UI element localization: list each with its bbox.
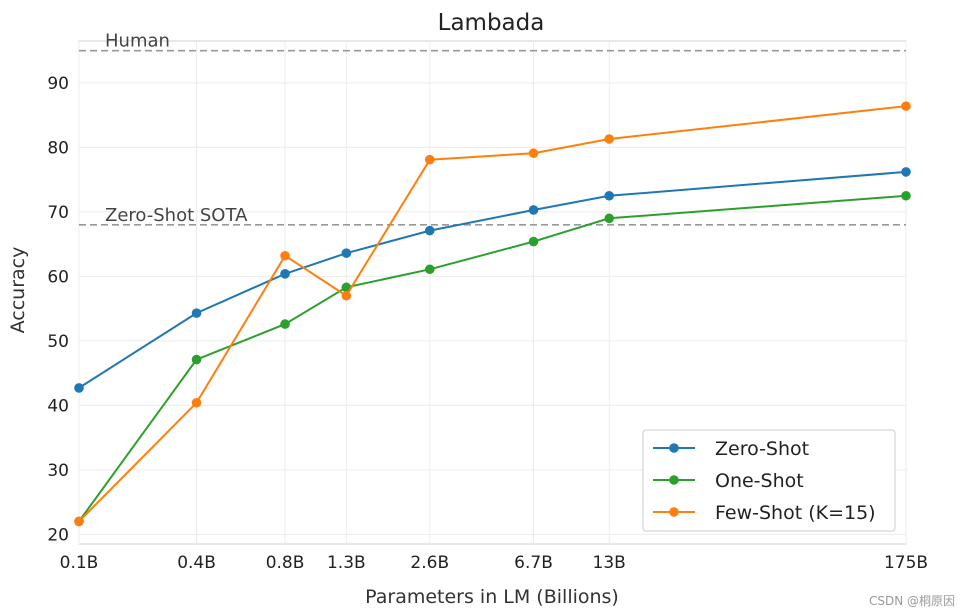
data-point: [901, 190, 911, 201]
data-point: [424, 264, 435, 275]
data-point: [528, 236, 539, 247]
data-point: [604, 190, 615, 201]
y-tick-label: 80: [47, 138, 69, 158]
legend-swatch-marker: [669, 507, 679, 517]
series-group: [74, 101, 911, 527]
series: [74, 101, 911, 527]
y-tick-label: 90: [47, 74, 69, 94]
y-tick-label: 40: [47, 396, 69, 416]
data-point: [341, 282, 352, 293]
data-point: [901, 101, 911, 111]
y-tick-label: 60: [47, 267, 69, 287]
series-line: [78, 194, 907, 522]
legend: Zero-Shot One-Shot Few-Shot (K=15): [642, 429, 896, 532]
data-point: [528, 148, 539, 159]
x-tick-label: 175B: [884, 553, 928, 573]
axes: 20 30 40 50 60 70 80 90 0.1B 0.4B 0.8B 1.3B 2.6B 6.7B…: [47, 74, 928, 573]
data-point: [280, 319, 290, 329]
y-tick-label: 30: [47, 461, 69, 481]
legend-swatch-marker: [669, 443, 679, 453]
series-line: [78, 170, 907, 389]
watermark: CSDN @桐原因: [868, 594, 955, 608]
x-axis-label: Parameters in LM (Billions): [365, 586, 619, 608]
reference-lines: Human Zero-Shot SOTA: [79, 31, 906, 226]
x-tick-label: 1.3B: [327, 553, 366, 573]
data-point: [341, 290, 352, 301]
x-tick-label: 6.7B: [514, 553, 553, 573]
series-line: [78, 105, 907, 523]
data-point: [604, 213, 615, 224]
grid-lines: [78, 41, 907, 544]
legend-label: One-Shot: [715, 470, 804, 492]
data-point: [74, 383, 84, 393]
data-point: [604, 134, 615, 144]
legend-label: Zero-Shot: [715, 438, 809, 460]
y-tick-label: 50: [47, 332, 69, 352]
data-point: [424, 225, 435, 236]
series: [74, 167, 911, 393]
data-point: [424, 154, 435, 165]
x-tick-label: 13B: [593, 553, 626, 573]
legend-swatch-marker: [669, 475, 679, 485]
data-point: [280, 268, 290, 279]
data-point: [901, 167, 911, 177]
data-point: [191, 397, 202, 408]
x-tick-label: 0.4B: [177, 553, 216, 573]
x-tick-label: 2.6B: [410, 553, 449, 573]
data-point: [341, 248, 352, 258]
legend-label: Few-Shot (K=15): [715, 502, 876, 524]
x-tick-label: 0.1B: [60, 553, 99, 573]
data-point: [280, 250, 290, 261]
chart-title: Lambada: [438, 10, 545, 36]
legend-box: [642, 429, 896, 532]
y-axis-label: Accuracy: [7, 247, 29, 334]
x-tick-label: 0.8B: [266, 553, 305, 573]
y-tick-label: 70: [47, 203, 69, 223]
data-point: [74, 516, 84, 527]
y-tick-label: 20: [47, 525, 69, 545]
data-point: [191, 308, 202, 318]
data-point: [528, 205, 539, 215]
reference-line-label: Human: [105, 31, 170, 52]
reference-line-label: Zero-Shot SOTA: [105, 205, 248, 226]
data-point: [191, 354, 202, 365]
